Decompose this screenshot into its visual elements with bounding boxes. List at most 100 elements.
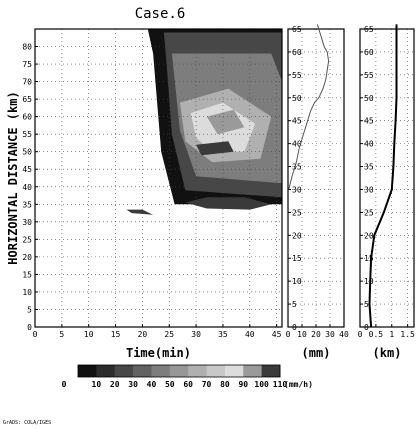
heatmap-y-tick-label: 15 [22, 270, 32, 279]
heatmap-y-axis-label: HORIZONTAL DISTANCE (km) [6, 91, 20, 264]
colorbar-swatch-2 [114, 365, 134, 377]
heatmap-y-tick-label: 80 [22, 43, 32, 52]
p3-y-tick-label: 45 [364, 117, 374, 126]
rain-profile-x-axis-label: (mm) [302, 346, 331, 360]
heatmap-y-tick-label: 50 [22, 148, 32, 157]
p2-y-tick-label: 25 [292, 208, 302, 217]
rain-rate-region-6 [196, 141, 234, 156]
colorbar-swatch-8 [224, 365, 244, 377]
p2-y-tick-label: 65 [292, 25, 302, 34]
p3-y-tick-label: 50 [364, 94, 374, 103]
heatmap-y-tick-label: 20 [22, 253, 32, 262]
heatmap-y-tick-label: 65 [22, 95, 32, 104]
p2-y-tick-label: 10 [292, 277, 302, 286]
heatmap-y-tick-label: 60 [22, 113, 32, 122]
heatmap-y-tick-label: 0 [27, 323, 32, 332]
heatmap-y-tick-label: 25 [22, 235, 32, 244]
rain-rate-region-5 [206, 109, 245, 135]
colorbar-frame [77, 364, 281, 378]
colorbar: 0 10 20 30 40 50 60 70 80 90 100 110(mm/h) [62, 364, 313, 389]
footer-credit: GrADS: COLA/IGES [3, 420, 51, 426]
colorbar-level-label: 110 [273, 380, 288, 389]
p3-y-tick-label: 15 [364, 254, 374, 263]
p2-y-tick-label: 0 [292, 323, 297, 332]
colorbar-level-label: 50 [165, 380, 175, 389]
p3-y-tick-label: 10 [364, 277, 374, 286]
rain-rate-region-8 [126, 209, 154, 215]
p2-y-tick-label: 45 [292, 117, 302, 126]
p3-y-tick-label: 40 [364, 140, 374, 149]
p3-x-tick-label: 1 [389, 330, 394, 339]
heatmap-x-tick-label: 25 [164, 330, 174, 339]
p3-y-tick-label: 35 [364, 163, 374, 172]
heatmap-x-tick-label: 5 [59, 330, 64, 339]
heatmap-x-axis-label: Time(min) [126, 346, 191, 360]
colorbar-swatch-7 [206, 365, 226, 377]
p2-y-tick-label: 20 [292, 231, 302, 240]
heatmap-y-tick-label: 5 [27, 305, 32, 314]
p2-x-tick-label: 30 [325, 330, 335, 339]
colorbar-swatch-1 [96, 365, 116, 377]
p3-y-tick-label: 0 [364, 323, 369, 332]
heatmap-x-tick-label: 40 [245, 330, 255, 339]
heatmap-y-tick-label: 40 [22, 183, 32, 192]
colorbar-swatch-4 [151, 365, 171, 377]
colorbar-level-label: 100 [254, 380, 269, 389]
colorbar-level-label: 60 [183, 380, 193, 389]
heatmap-x-tick-label: 30 [191, 330, 201, 339]
heatmap-y-tick-label: 70 [22, 78, 32, 87]
heatmap-y-tick-label: 10 [22, 288, 32, 297]
p2-y-tick-label: 50 [292, 94, 302, 103]
colorbar-level-label: 90 [238, 380, 248, 389]
colorbar-swatch-3 [133, 365, 152, 377]
p3-y-tick-label: 65 [364, 25, 374, 34]
heatmap-x-tick-label: 45 [272, 330, 282, 339]
colorbar-swatch-10 [261, 365, 281, 377]
p2-y-tick-label: 5 [292, 300, 297, 309]
p2-y-tick-label: 35 [292, 163, 302, 172]
colorbar-swatch-5 [169, 365, 189, 377]
height-profile-x-axis-label: (km) [373, 346, 402, 360]
p3-x-tick-label: 0 [358, 330, 363, 339]
p3-y-tick-label: 25 [364, 208, 374, 217]
p3-x-tick-label: 0.5 [369, 330, 384, 339]
p2-y-tick-label: 30 [292, 185, 302, 194]
height-profile-frame [359, 28, 415, 328]
heatmap-y-tick-label: 75 [22, 60, 32, 69]
heatmap-x-tick-label: 35 [218, 330, 228, 339]
heatmap-y-tick-label: 55 [22, 130, 32, 139]
p2-x-tick-label: 10 [297, 330, 307, 339]
p2-y-tick-label: 40 [292, 140, 302, 149]
p3-y-tick-label: 30 [364, 185, 374, 194]
colorbar-level-label: 10 [92, 380, 102, 389]
colorbar-level-label: 0 [62, 380, 67, 389]
p3-y-tick-label: 55 [364, 71, 374, 80]
colorbar-swatch-0 [78, 365, 97, 377]
rain-rate-heatmap: 0 5 10 15 20 25 30 35 40 45 0 5 10 15 20 25 30 35 40 45 50 55… [6, 28, 283, 360]
p3-y-tick-label: 5 [364, 300, 369, 309]
height-line [368, 24, 398, 328]
colorbar-swatch-6 [188, 365, 208, 377]
p2-x-tick-label: 40 [339, 330, 349, 339]
heatmap-x-tick-label: 10 [84, 330, 94, 339]
heatmap-y-tick-label: 45 [22, 165, 32, 174]
colorbar-level-label: 70 [202, 380, 212, 389]
colorbar-unit-label: (mm/h) [284, 380, 313, 389]
rain-rate-region-7 [185, 197, 272, 210]
chart-title: Case.6 [135, 6, 186, 22]
p2-x-tick-label: 20 [311, 330, 321, 339]
p2-x-tick-label: 0 [286, 330, 291, 339]
colorbar-level-label: 30 [128, 380, 138, 389]
colorbar-level-label: 20 [110, 380, 120, 389]
colorbar-level-label: 80 [220, 380, 230, 389]
heatmap-frame [34, 28, 283, 328]
heatmap-y-tick-label: 35 [22, 200, 32, 209]
p3-y-tick-label: 60 [364, 48, 374, 57]
colorbar-swatch-9 [243, 365, 263, 377]
p3-x-tick-label: 1.5 [400, 330, 415, 339]
colorbar-level-label: 40 [147, 380, 157, 389]
p3-y-tick-label: 20 [364, 231, 374, 240]
